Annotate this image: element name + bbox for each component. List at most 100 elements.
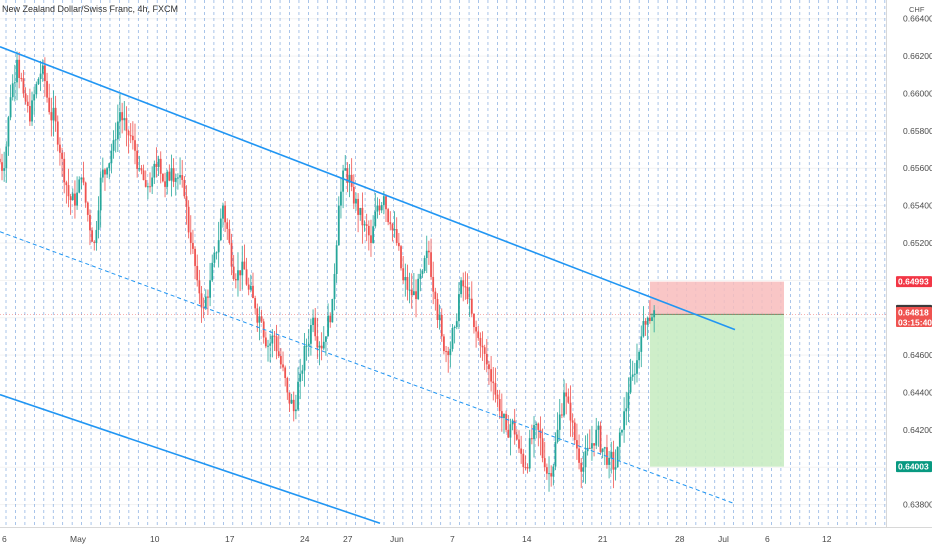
x-tick-label: 27	[343, 534, 353, 544]
candle-body	[59, 144, 61, 153]
candle-body	[477, 331, 480, 338]
candle-body	[114, 139, 117, 141]
y-tick-label: 0.63800	[903, 500, 932, 510]
candle-body	[56, 121, 59, 145]
candle-body	[168, 171, 171, 181]
candle-body	[576, 440, 578, 449]
candle-body	[232, 266, 235, 279]
candle-body	[498, 399, 501, 412]
candle-body	[518, 439, 520, 449]
candle-body	[7, 117, 10, 147]
x-tick-label: 7	[450, 534, 455, 544]
candle-body	[131, 135, 134, 141]
candle-body	[284, 367, 287, 378]
candle-body	[578, 448, 580, 463]
candle-body	[200, 293, 203, 308]
candle-body	[134, 140, 136, 151]
candle-body	[157, 158, 160, 167]
candle-body	[226, 222, 229, 229]
x-tick-label: 21	[598, 534, 608, 544]
candle-body	[305, 345, 308, 347]
candle-body	[447, 351, 450, 356]
candle-body	[267, 345, 269, 347]
y-tick-label: 0.66400	[903, 14, 932, 24]
candle-body	[389, 222, 392, 225]
candle-body	[382, 196, 385, 206]
candle-body	[608, 457, 610, 465]
candle-body	[419, 273, 422, 279]
candle-body	[1, 162, 3, 171]
candle-body	[331, 299, 334, 323]
candle-body	[509, 424, 512, 438]
candle-body	[275, 336, 278, 352]
candle-body	[46, 81, 48, 98]
candle-body	[464, 286, 467, 288]
candle-body	[591, 443, 593, 449]
candle-body	[181, 175, 184, 180]
y-tick-label: 0.64600	[903, 350, 932, 360]
candle-body	[378, 205, 381, 211]
candle-body	[215, 252, 218, 254]
candle-body	[346, 168, 349, 183]
candle-body	[314, 317, 317, 337]
candle-body	[365, 224, 368, 226]
candle-body	[367, 225, 370, 236]
candle-body	[432, 276, 435, 292]
candle-body	[391, 224, 394, 231]
candles-layer	[0, 51, 656, 492]
x-tick-label: 17	[225, 534, 235, 544]
candle-body	[593, 443, 595, 446]
candle-body	[352, 186, 355, 204]
candle-body	[144, 180, 147, 187]
candle-body	[301, 370, 304, 374]
candle-body	[123, 118, 126, 121]
candle-body	[54, 107, 57, 122]
candle-body	[505, 413, 508, 430]
candle-body	[282, 364, 284, 368]
candle-body	[395, 229, 398, 243]
target-tag-label: 0.64003	[898, 462, 929, 472]
candle-body	[539, 429, 542, 439]
candle-body	[325, 336, 327, 342]
candle-body	[421, 270, 424, 274]
candle-body	[507, 429, 510, 438]
candle-body	[541, 438, 544, 459]
candle-body	[245, 269, 248, 285]
candle-body	[286, 377, 289, 393]
candle-body	[404, 276, 407, 281]
candle-body	[573, 422, 576, 441]
entry-countdown: 03:15:40	[898, 317, 932, 327]
candle-body	[67, 185, 70, 197]
candle-body	[234, 278, 237, 281]
candle-body	[151, 177, 154, 187]
candle-body	[138, 168, 141, 170]
candle-body	[642, 321, 645, 337]
candle-body	[172, 168, 175, 182]
candle-body	[213, 252, 216, 263]
candle-body	[112, 140, 115, 151]
candle-body	[569, 402, 572, 421]
candle-body	[243, 261, 246, 270]
candle-body	[28, 106, 31, 122]
candle-body	[473, 313, 475, 328]
candle-body	[69, 196, 72, 201]
currency-label: CHF	[909, 5, 925, 14]
candle-body	[44, 65, 46, 82]
candle-body	[322, 341, 325, 349]
candle-body	[65, 182, 68, 186]
candle-body	[640, 336, 643, 352]
candle-body	[520, 448, 523, 454]
candle-body	[359, 207, 362, 215]
candle-body	[556, 429, 559, 442]
candle-body	[106, 168, 109, 175]
candle-body	[625, 408, 628, 412]
candle-body	[460, 280, 462, 295]
candle-body	[350, 174, 353, 187]
candle-body	[651, 317, 653, 321]
candle-body	[370, 235, 372, 243]
candle-body	[440, 314, 443, 337]
candle-body	[20, 77, 23, 79]
